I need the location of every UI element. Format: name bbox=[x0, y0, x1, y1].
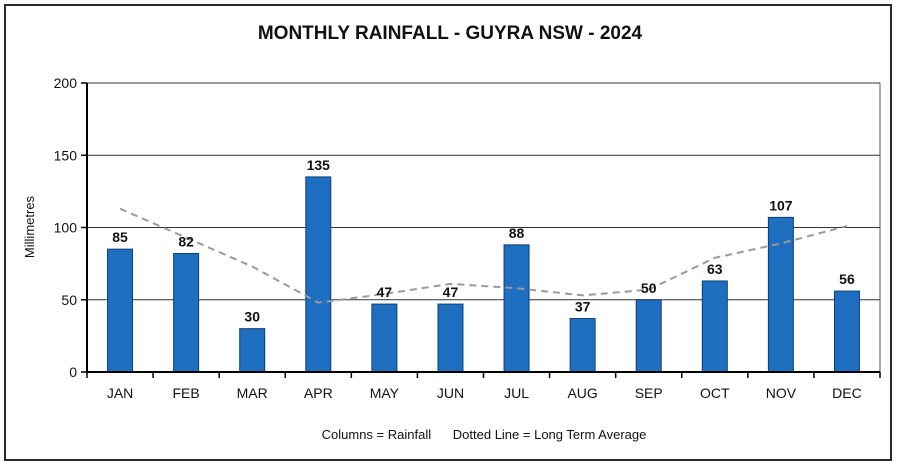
x-tick-label: MAR bbox=[237, 385, 268, 401]
gridlines bbox=[87, 82, 880, 301]
rainfall-bar bbox=[569, 318, 596, 373]
long-term-average-line bbox=[119, 207, 848, 304]
data-label: 88 bbox=[509, 225, 525, 241]
data-label: 30 bbox=[244, 309, 260, 325]
data-label: 82 bbox=[178, 234, 194, 250]
rainfall-bar bbox=[833, 290, 860, 373]
x-tick-label: DEC bbox=[832, 385, 862, 401]
y-tick-label: 100 bbox=[54, 220, 78, 236]
x-tick-label: FEB bbox=[173, 385, 200, 401]
rainfall-bar bbox=[371, 303, 398, 373]
data-label: 47 bbox=[443, 284, 459, 300]
x-tick-label: NOV bbox=[766, 385, 797, 401]
chart-title: MONTHLY RAINFALL - GUYRA NSW - 2024 bbox=[258, 23, 643, 44]
x-tick-label: OCT bbox=[700, 385, 730, 401]
data-label: 107 bbox=[769, 197, 793, 213]
rainfall-bar bbox=[635, 299, 662, 373]
x-tick-label: SEP bbox=[635, 385, 663, 401]
chart-frame bbox=[4, 4, 892, 461]
rainfall-bar bbox=[701, 280, 728, 373]
rainfall-bar bbox=[503, 244, 530, 373]
rainfall-bar bbox=[305, 176, 332, 373]
y-tick-label: 150 bbox=[54, 147, 78, 163]
rainfall-bar bbox=[173, 253, 200, 373]
data-label: 85 bbox=[112, 229, 128, 245]
y-tick-label: 50 bbox=[61, 292, 77, 308]
y-axis-label: Millimetres bbox=[22, 195, 37, 258]
data-label: 50 bbox=[641, 280, 657, 296]
x-tick-label: APR bbox=[304, 385, 333, 401]
bars bbox=[107, 176, 860, 373]
x-tick-label: JAN bbox=[107, 385, 133, 401]
y-tick-label: 200 bbox=[54, 75, 78, 91]
data-label: 37 bbox=[575, 299, 591, 315]
x-tick-label: JUN bbox=[437, 385, 464, 401]
data-label: 47 bbox=[377, 284, 393, 300]
data-label: 63 bbox=[707, 261, 723, 277]
data-label: 56 bbox=[839, 271, 855, 287]
x-tick-label: MAY bbox=[370, 385, 400, 401]
legend-text: Columns = Rainfall Dotted Line = Long Te… bbox=[322, 427, 647, 442]
average-line bbox=[119, 207, 848, 304]
rainfall-bar bbox=[239, 328, 266, 373]
x-tick-label: JUL bbox=[504, 385, 529, 401]
rainfall-bar bbox=[107, 248, 134, 373]
y-tick-label: 0 bbox=[69, 364, 77, 380]
x-tick-label: AUG bbox=[567, 385, 597, 401]
data-label: 135 bbox=[307, 157, 331, 173]
data-labels: 85 82 30 135 47 47 88 37 50 63 107 56 bbox=[112, 157, 855, 325]
rainfall-bar bbox=[437, 303, 464, 373]
axes: 0 50 100 150 200 JAN FEB MAR APR MAY JUN JUL AUG SEP O… bbox=[54, 75, 881, 401]
